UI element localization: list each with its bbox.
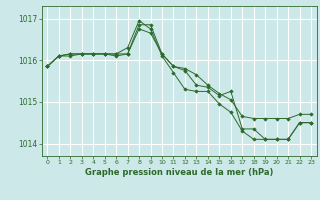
X-axis label: Graphe pression niveau de la mer (hPa): Graphe pression niveau de la mer (hPa) [85,168,273,177]
